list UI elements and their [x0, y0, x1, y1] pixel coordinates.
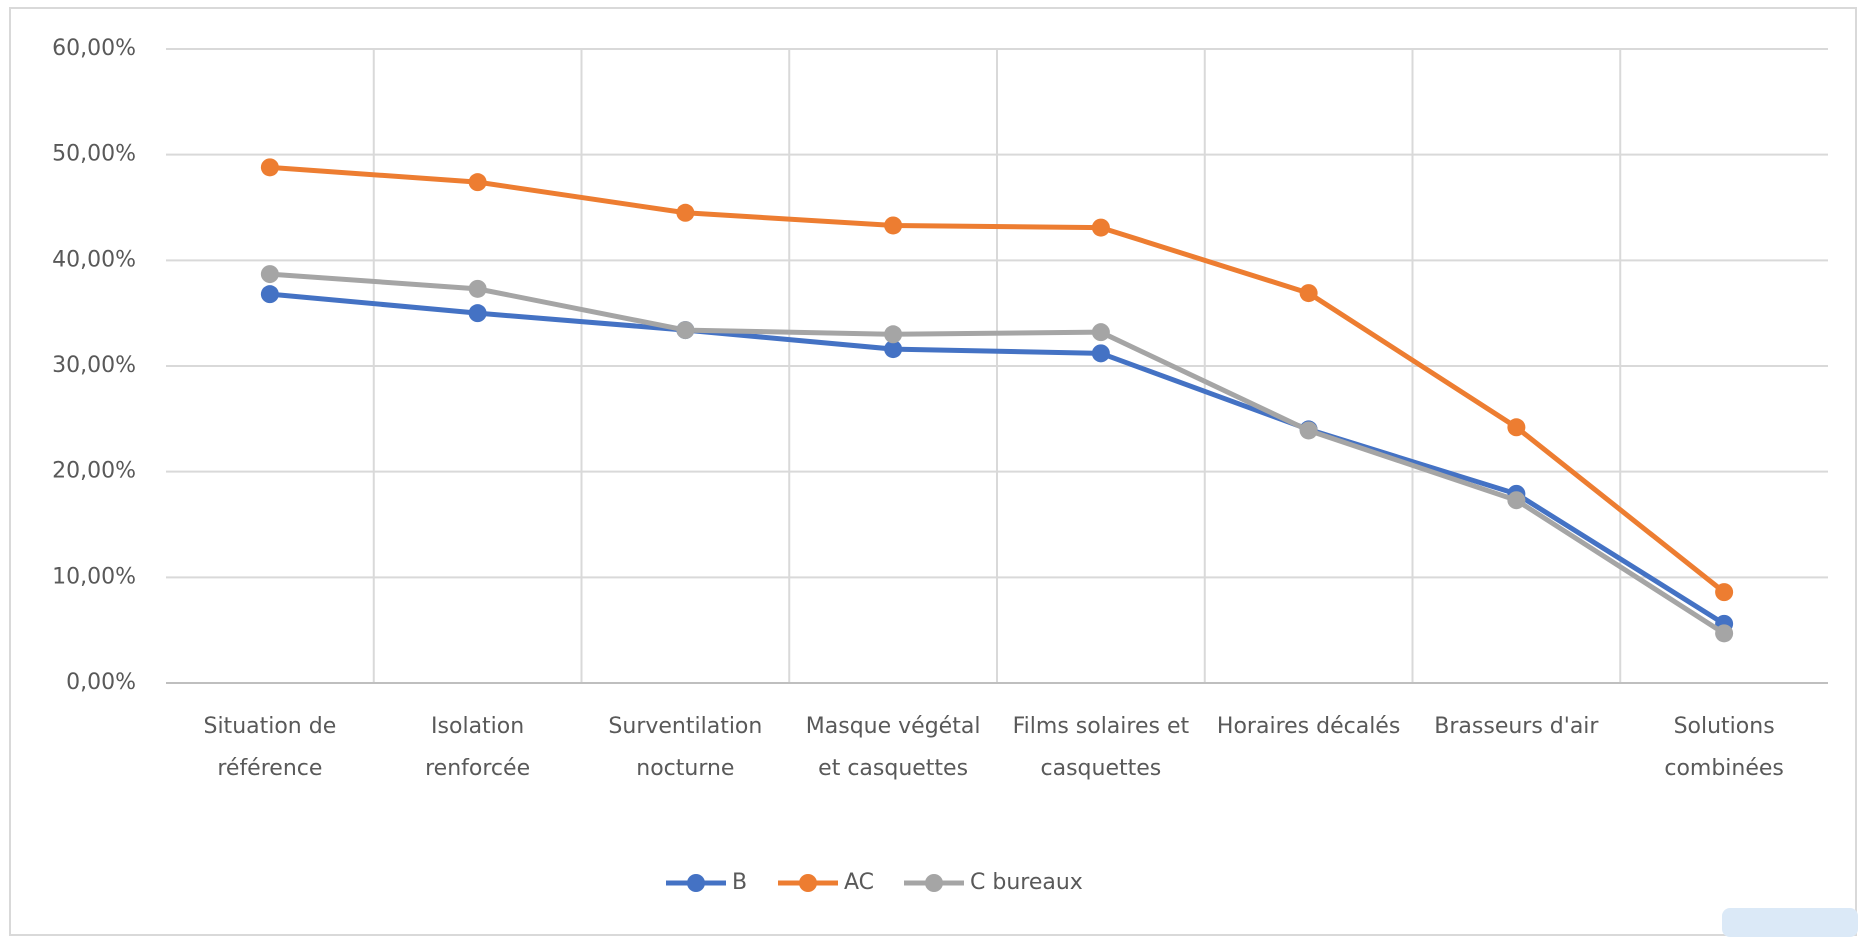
series-line	[269, 291, 1726, 626]
y-tick-label: 50,00%	[52, 142, 136, 167]
point	[1091, 344, 1110, 363]
x-tick-label: Brasseurs d'air	[1434, 714, 1599, 739]
x-tick-label: Films solaires et casquettes	[1012, 714, 1190, 781]
legend-marker	[799, 874, 817, 892]
y-tick-label: 60,00%	[52, 36, 136, 61]
point	[676, 321, 695, 340]
point	[676, 203, 695, 222]
point	[1091, 218, 1110, 237]
y-tick-label: 20,00%	[52, 459, 136, 484]
point	[1507, 491, 1526, 510]
y-tick-label: 40,00%	[52, 247, 136, 272]
point	[884, 325, 903, 344]
series-line	[269, 164, 1726, 595]
series-line	[269, 271, 1726, 636]
point	[1715, 583, 1734, 602]
corner-box	[1722, 908, 1858, 937]
x-tick-label: Surventilation nocturne	[608, 714, 763, 781]
x-tick-label: Isolation renforcée	[425, 714, 531, 781]
point	[1299, 421, 1318, 440]
legend-label: B	[732, 870, 747, 895]
point	[1299, 284, 1318, 303]
point	[260, 158, 279, 177]
legend-label: C bureaux	[970, 870, 1083, 895]
legend-label: AC	[844, 870, 874, 895]
y-tick-label: 0,00%	[66, 670, 136, 695]
point	[260, 265, 279, 284]
chart-frame	[9, 7, 1857, 936]
x-tick-label: Solutions combinées	[1664, 714, 1784, 781]
point	[1715, 624, 1734, 643]
point	[884, 216, 903, 235]
x-tick-label: Situation de référence	[203, 714, 337, 781]
y-tick-label: 30,00%	[52, 353, 136, 378]
point	[468, 173, 487, 192]
point	[884, 340, 903, 359]
y-tick-label: 10,00%	[52, 564, 136, 589]
point	[468, 304, 487, 323]
legend-marker	[687, 874, 705, 892]
point	[260, 285, 279, 304]
point	[468, 279, 487, 298]
point	[1507, 418, 1526, 437]
x-tick-label: Masque végétal et casquettes	[805, 714, 981, 781]
x-tick-label: Horaires décalés	[1216, 714, 1401, 739]
point	[1091, 323, 1110, 342]
legend-marker	[925, 874, 943, 892]
